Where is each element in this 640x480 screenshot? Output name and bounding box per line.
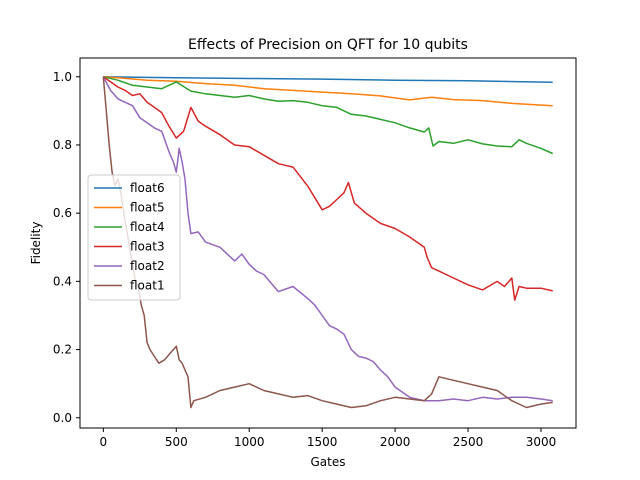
series-line-float2 bbox=[102, 76, 553, 402]
axes-frame bbox=[79, 57, 577, 429]
y-tick-label: 0.0 bbox=[53, 411, 72, 425]
y-axis-label: Fidelity bbox=[29, 222, 43, 265]
x-tick-label: 2500 bbox=[453, 435, 484, 449]
chart-title: Effects of Precision on QFT for 10 qubit… bbox=[188, 37, 468, 53]
series-line-float4 bbox=[103, 76, 553, 155]
series-line-float6 bbox=[103, 76, 553, 83]
x-tick-label: 0 bbox=[100, 435, 108, 449]
y-tick-label: 0.2 bbox=[53, 343, 72, 357]
legend-label-float2: float2 bbox=[130, 259, 165, 273]
legend-label-float4: float4 bbox=[130, 220, 165, 234]
y-tick-label: 0.4 bbox=[53, 274, 72, 288]
y-tick-label: 1.0 bbox=[53, 70, 72, 84]
x-tick-label: 3000 bbox=[526, 435, 557, 449]
x-tick-label: 1500 bbox=[307, 435, 338, 449]
x-tick-label: 500 bbox=[165, 435, 188, 449]
plot-lines bbox=[102, 76, 553, 409]
y-axis-ticks: 0.0 0.2 0.4 0.6 0.8 1.0 bbox=[53, 70, 80, 425]
legend-label-float5: float5 bbox=[130, 201, 165, 215]
y-tick-label: 0.8 bbox=[53, 138, 72, 152]
legend-label-float6: float6 bbox=[130, 181, 165, 195]
series-line-float3 bbox=[102, 76, 553, 301]
legend-box bbox=[87, 174, 181, 301]
x-axis-label: Gates bbox=[311, 455, 346, 469]
x-tick-label: 2000 bbox=[380, 435, 411, 449]
series-line-float5 bbox=[103, 76, 553, 107]
x-tick-label: 1000 bbox=[234, 435, 265, 449]
y-tick-label: 0.6 bbox=[53, 206, 72, 220]
legend: float6 float5 float4 float3 float2 float1 bbox=[87, 174, 181, 301]
legend-label-float3: float3 bbox=[130, 240, 165, 254]
x-axis-ticks: 0 500 1000 1500 2000 2500 3000 bbox=[100, 428, 557, 449]
legend-label-float1: float1 bbox=[130, 279, 165, 293]
